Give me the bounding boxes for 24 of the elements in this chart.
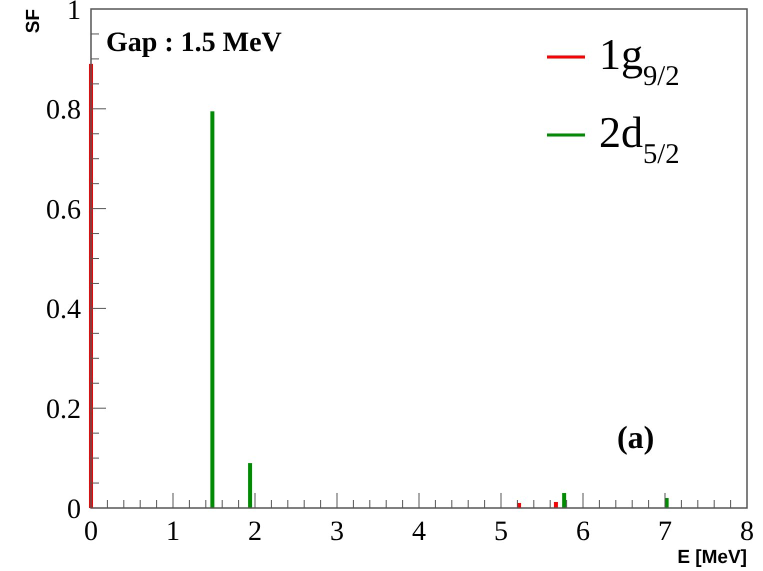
x-tick-label: 1: [166, 516, 180, 547]
y-tick-label: 0.8: [46, 94, 81, 126]
x-tick-label: 5: [494, 516, 508, 547]
annotation: (a): [617, 419, 654, 455]
y-tick-label: 0.4: [46, 294, 81, 326]
x-axis-title: E [MeV]: [677, 547, 747, 568]
y-tick-label: 0: [67, 494, 81, 525]
x-tick-label: 2: [248, 516, 262, 547]
legend-label: 2d$_{5/2}$: [599, 108, 680, 170]
legend-label: 1g$_{9/2}$: [599, 30, 680, 92]
x-tick-label: 3: [330, 516, 344, 547]
bar: [554, 502, 558, 508]
x-tick-label: 6: [576, 516, 590, 547]
x-tick-label: 4: [412, 516, 426, 547]
x-tick-label: 7: [658, 516, 672, 547]
text: Gap : 1.5 MeV: [106, 27, 282, 58]
y-tick-label: 1: [67, 0, 81, 26]
bar: [248, 463, 252, 508]
x-tick-label: 8: [740, 516, 754, 547]
bar: [562, 493, 566, 508]
bar: [210, 111, 214, 508]
y-tick-label: 0.6: [46, 194, 81, 226]
y-axis-title: SF: [23, 9, 44, 34]
y-tick-label: 0.2: [46, 394, 81, 425]
